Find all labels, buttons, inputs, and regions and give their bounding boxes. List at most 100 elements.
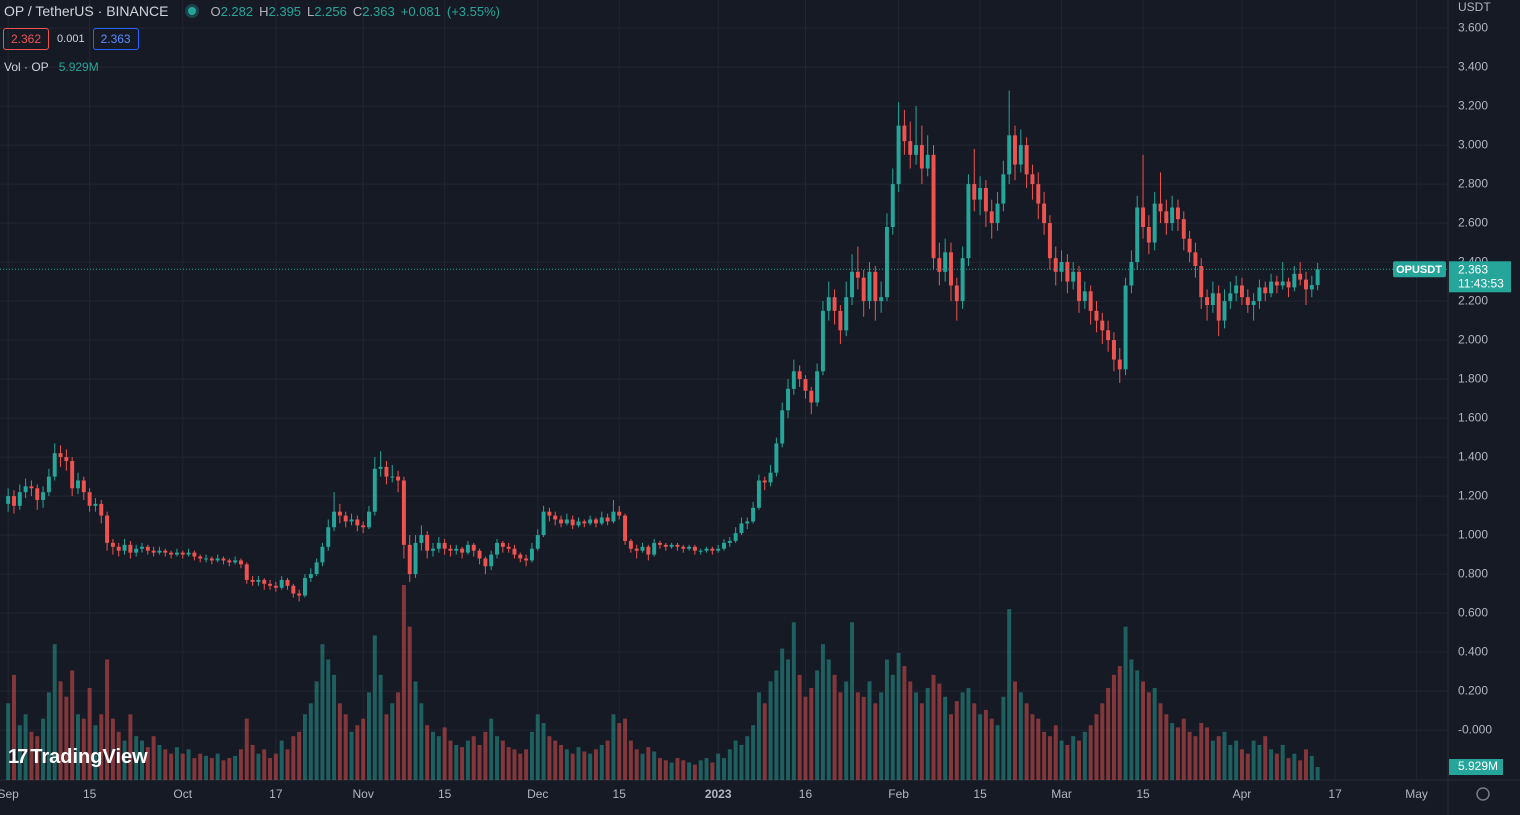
x-tick-label: 17 bbox=[1328, 787, 1342, 801]
volume-bar bbox=[209, 758, 214, 780]
volume-bar bbox=[902, 666, 907, 780]
candle-body bbox=[1053, 258, 1058, 272]
x-tick-label: Apr bbox=[1233, 787, 1252, 801]
volume-bar bbox=[81, 718, 86, 780]
volume-bar bbox=[1251, 740, 1256, 780]
candle-body bbox=[512, 548, 517, 555]
candle-body bbox=[762, 480, 767, 483]
volume-bar bbox=[128, 714, 133, 780]
currency-label[interactable]: USDT bbox=[1458, 0, 1491, 14]
volume-bar bbox=[64, 696, 69, 780]
volume-bar bbox=[70, 670, 75, 780]
x-tick-label: 17 bbox=[269, 787, 283, 801]
volume-bar bbox=[1059, 740, 1064, 780]
volume-bar bbox=[599, 744, 604, 780]
candle-body bbox=[1216, 293, 1221, 321]
symbol-title[interactable]: OP / TetherUS · BINANCE bbox=[4, 3, 169, 19]
ask-button[interactable]: 2.363 bbox=[92, 28, 139, 50]
settings-icon[interactable] bbox=[1476, 787, 1490, 801]
candle-body bbox=[273, 585, 278, 588]
candle-body bbox=[919, 145, 924, 169]
candle-body bbox=[1193, 252, 1198, 266]
volume-bar bbox=[1210, 740, 1215, 780]
y-tick-label: 1.000 bbox=[1458, 527, 1488, 541]
volume-bar bbox=[110, 718, 115, 780]
volume-bar bbox=[559, 744, 564, 780]
volume-bar bbox=[861, 696, 866, 780]
brand[interactable]: 17 TradingView bbox=[8, 746, 148, 769]
candle-body bbox=[343, 515, 348, 522]
volume-bar bbox=[692, 764, 697, 780]
volume-bar bbox=[832, 674, 837, 780]
volume-bar bbox=[1263, 736, 1268, 780]
candle-body bbox=[547, 511, 552, 516]
candle-body bbox=[349, 519, 354, 522]
volume-bar bbox=[198, 753, 203, 780]
volume-bar bbox=[204, 755, 209, 780]
candle-body bbox=[1094, 310, 1099, 321]
candle-body bbox=[722, 542, 726, 549]
volume-bar bbox=[268, 758, 273, 780]
volume-bar bbox=[436, 736, 441, 780]
candle-body bbox=[1199, 265, 1204, 298]
candle-body bbox=[221, 558, 226, 561]
volume-bar bbox=[751, 725, 756, 780]
candle-body bbox=[500, 542, 505, 547]
candle-body bbox=[58, 453, 63, 458]
candle-body bbox=[524, 558, 529, 561]
volume-bar bbox=[87, 687, 92, 780]
candle-body bbox=[1170, 207, 1175, 224]
volume-bar bbox=[722, 758, 726, 780]
candle-body bbox=[564, 519, 569, 524]
candle-body bbox=[337, 511, 342, 516]
volume-bar bbox=[780, 648, 785, 780]
candle-body bbox=[541, 511, 546, 536]
candle-body bbox=[1123, 285, 1128, 370]
volume-bar bbox=[1222, 731, 1227, 780]
volume-bar bbox=[524, 749, 529, 780]
candle-body bbox=[6, 496, 11, 504]
candle-body bbox=[727, 540, 732, 543]
candle-body bbox=[820, 310, 825, 372]
volume-bar bbox=[1141, 681, 1146, 780]
candle-body bbox=[174, 552, 179, 555]
candle-body bbox=[914, 145, 919, 155]
candle-body bbox=[1129, 262, 1134, 286]
candle-body bbox=[1205, 297, 1210, 305]
candle-body bbox=[1269, 281, 1274, 294]
candle-body bbox=[192, 552, 197, 557]
candle-body bbox=[442, 542, 447, 549]
candle-body bbox=[559, 519, 564, 524]
volume-bar bbox=[896, 652, 901, 780]
volume-bar bbox=[489, 718, 494, 780]
countdown: 11:43:53 bbox=[1458, 276, 1504, 290]
candle-body bbox=[1158, 203, 1163, 212]
candle-body bbox=[972, 184, 977, 200]
volume-bar bbox=[425, 725, 430, 780]
bid-button[interactable]: 2.362 bbox=[3, 28, 50, 50]
volume-bar bbox=[669, 762, 674, 780]
volume-bar bbox=[995, 725, 1000, 780]
candle-body bbox=[1315, 269, 1320, 286]
volume-bar bbox=[1042, 731, 1047, 780]
volume-bar bbox=[582, 751, 587, 780]
candle-body bbox=[1013, 135, 1017, 165]
volume-bar bbox=[140, 740, 144, 780]
candle-body bbox=[570, 519, 575, 526]
volume-bar bbox=[442, 727, 447, 780]
volume-name: Vol · OP bbox=[4, 60, 49, 74]
volume-bar bbox=[919, 703, 924, 780]
volume-bar bbox=[372, 635, 377, 780]
candle-body bbox=[76, 480, 80, 489]
volume-bar bbox=[1170, 723, 1175, 780]
candle-body bbox=[803, 379, 808, 391]
candle-body bbox=[873, 271, 878, 302]
volume-bar bbox=[1082, 731, 1087, 780]
candle-body bbox=[1030, 174, 1035, 185]
volume-bar bbox=[1158, 703, 1163, 780]
y-tick-label: 2.800 bbox=[1458, 176, 1488, 190]
volume-bar bbox=[960, 692, 965, 780]
candle-body bbox=[634, 548, 639, 551]
volume-bar bbox=[774, 670, 779, 780]
volume-bar bbox=[791, 622, 796, 780]
